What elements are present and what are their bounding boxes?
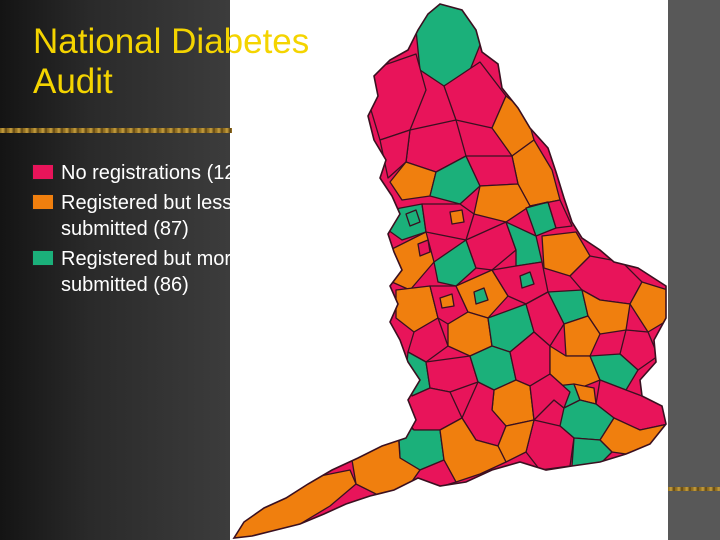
legend-label: No registrations (121): [61, 162, 254, 184]
map-region: [563, 315, 601, 357]
legend-label: Registered but more than 50% submitted (…: [61, 248, 333, 296]
map-region: [473, 287, 489, 305]
map-region: [439, 293, 455, 309]
map-legend: No registrations (121) Registered but le…: [32, 160, 351, 302]
map-region: [433, 239, 477, 287]
map-region: [449, 209, 465, 225]
map-region: [619, 329, 659, 371]
map-region: [407, 317, 449, 363]
map-region: [425, 355, 479, 393]
legend-item-registered-over-50: Registered but more than 50% submitted (…: [32, 246, 351, 298]
england-choropleth-map: [233, 3, 667, 539]
map-region: [497, 419, 535, 463]
map-region: [405, 209, 421, 227]
map-region: [417, 239, 431, 257]
map-region: [629, 281, 666, 333]
map-region: [465, 221, 517, 271]
legend-swatch-orange: [32, 194, 54, 210]
legend-item-registered-under-60: Registered but less than 60% submitted (…: [32, 190, 351, 242]
legend-swatch-red: [32, 164, 54, 180]
title-divider: [0, 128, 232, 133]
legend-label: Registered but less than 60% submitted (…: [61, 192, 323, 240]
edge-divider: [668, 487, 720, 491]
map-region: [473, 183, 531, 223]
slide-title: National Diabetes Audit: [33, 22, 310, 101]
legend-swatch-green: [32, 250, 54, 266]
map-region: [529, 199, 573, 229]
legend-item-no-registrations: No registrations (121): [32, 160, 351, 186]
map-region: [571, 437, 613, 467]
map-region: [429, 155, 481, 205]
map-region: [589, 353, 639, 391]
map-region: [389, 161, 437, 201]
map-region: [519, 271, 535, 289]
